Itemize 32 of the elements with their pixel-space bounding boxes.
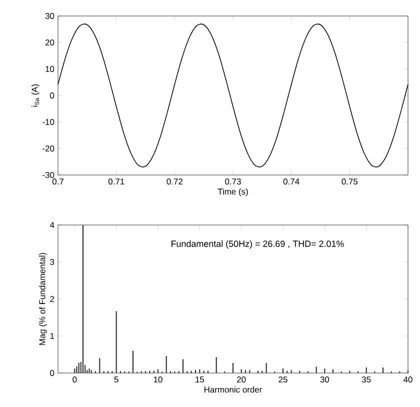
y-axis-title: i$_{Sa}$ (A): [31, 84, 40, 107]
x-tick-label: 0.75: [342, 178, 358, 185]
y-tick-label: 0: [50, 370, 54, 376]
x-tick-label: 0.71: [108, 178, 124, 185]
y-tick-label: -10: [42, 119, 54, 125]
x-axis-title: Time (s): [218, 188, 248, 196]
x-tick-label: 15: [196, 376, 204, 382]
y-tick-label: 10: [46, 66, 54, 72]
x-tick-label: 10: [154, 376, 162, 383]
y-tick-label: 3: [50, 259, 54, 265]
x-tick-label: 0.73: [225, 178, 241, 185]
x-tick-label: 25: [278, 376, 288, 383]
x-tick-label: 20: [237, 376, 246, 383]
y-tick-label: -20: [42, 146, 54, 152]
x-axis-title: Harmonic order: [204, 386, 262, 393]
x-tick-label: 0.74: [283, 178, 300, 185]
y-tick-label: 2: [50, 296, 54, 302]
x-tick-label: 30: [320, 376, 330, 383]
y-tick-label: 1: [50, 333, 54, 339]
x-tick-label: 35: [362, 376, 371, 383]
x-tick-label: 0: [72, 376, 77, 383]
x-tick-label: 40: [403, 376, 412, 383]
y-tick-label: -30: [42, 172, 54, 178]
y-tick-label: 20: [45, 40, 54, 46]
y-tick-label: 0: [50, 92, 54, 98]
y-tick-label: 4: [50, 222, 54, 228]
x-tick-label: 0.72: [166, 178, 182, 185]
x-tick-label: 5: [114, 376, 118, 382]
annotation: Fundamental (50Hz) = 26.69 , THD= 2.01%: [172, 240, 344, 249]
y-axis-title: Mag (% of Fundamental): [39, 252, 47, 345]
y-tick-label: 30: [45, 13, 54, 19]
x-tick-label: 0.7: [52, 178, 64, 185]
